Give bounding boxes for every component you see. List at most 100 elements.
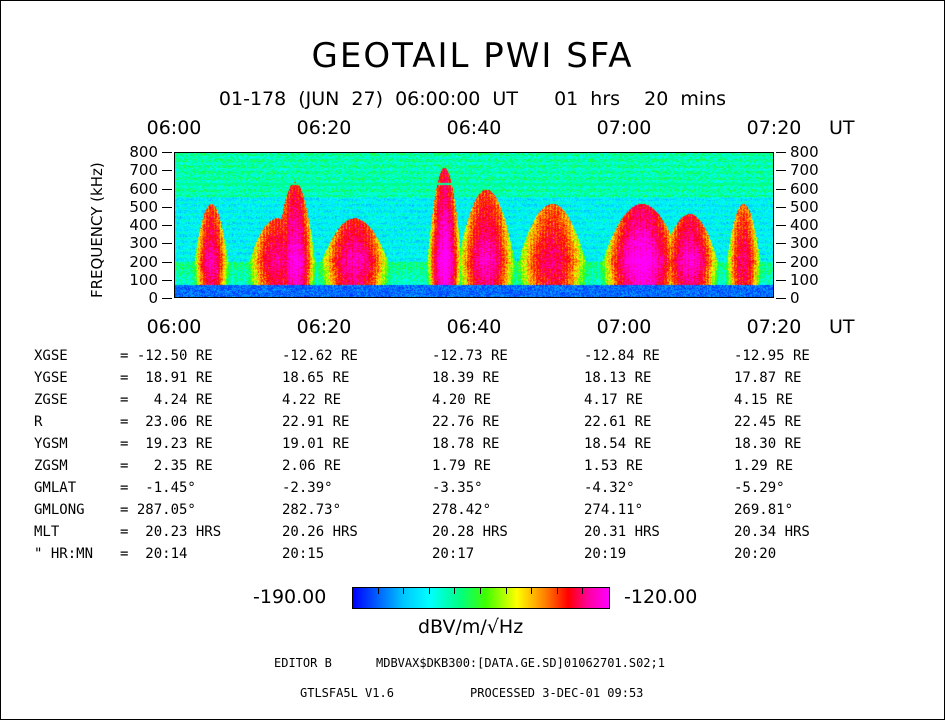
orbit-value-cell: 22.61 RE [584,414,652,430]
colorbar-tick-5 [480,587,481,594]
colorbar-tick-9 [582,587,584,594]
orbit-value-cell: 1.29 RE [734,458,794,474]
orbit-value-cell: -12.84 RE [584,348,660,364]
y-right-tick-4: 400 [790,216,819,234]
bottom-axis-tick-1: 06:20 [296,316,352,338]
top-axis-tick-4: 07:20 [746,117,802,139]
y-left-tick-3: 300 [129,234,158,253]
orbit-value-cell: = 2.35 RE [120,458,213,474]
colorbar-tick-1 [377,587,379,594]
y-left-tick-0: 0 [148,289,158,307]
orbit-value-cell: 22.91 RE [282,414,350,430]
y-left-tick-mark-8 [162,152,172,153]
y-left-tick-mark-6 [162,188,172,190]
y-right-tick-mark-0 [776,298,786,299]
orbit-row-label: XGSE [34,348,68,364]
orbit-value-cell: 20:15 [282,546,325,562]
orbit-value-cell: = 20.23 HRS [120,524,222,540]
orbit-value-cell: 2.06 RE [282,458,342,474]
y-left-tick-mark-4 [162,225,172,226]
orbit-value-cell: 4.17 RE [584,392,644,408]
orbit-value-cell: 18.13 RE [584,370,652,386]
y-left-tick-mark-7 [162,170,172,172]
orbit-value-cell: = 23.06 RE [120,414,213,430]
colorbar-unit: dBV/m/√Hz [418,616,524,638]
processed-date: PROCESSED 3-DEC-01 09:53 [470,686,644,700]
orbit-value-cell: 18.65 RE [282,370,350,386]
y-left-tick-mark-0 [162,298,172,299]
orbit-value-cell: -12.95 RE [734,348,810,364]
colorbar-tick-4 [454,587,456,594]
editor-label: EDITOR B [274,656,332,670]
orbit-value-cell: = -12.50 RE [120,348,213,364]
colorbar [352,587,610,609]
y-right-tick-mark-1 [776,279,786,281]
y-axis-label: FREQUENCY (kHz) [88,162,106,298]
orbit-value-cell: -5.29° [734,480,785,496]
orbit-value-cell: 4.22 RE [282,392,342,408]
orbit-value-cell: 20:20 [734,546,777,562]
colorbar-tick-2 [403,587,405,594]
y-right-tick-0: 0 [790,289,800,307]
orbit-value-cell: -12.73 RE [432,348,508,364]
orbit-value-cell: 20:19 [584,546,627,562]
bottom-axis-tick-4: 07:20 [746,316,802,338]
bottom-axis-unit-label: UT [829,316,855,338]
orbit-value-cell: 20.26 HRS [282,524,358,540]
orbit-value-cell: -3.35° [432,480,483,496]
y-right-tick-mark-7 [776,170,786,172]
top-axis-unit-label: UT [829,117,855,139]
orbit-value-cell: 17.87 RE [734,370,802,386]
top-axis-tick-1: 06:20 [296,117,352,139]
y-right-tick-3: 300 [790,234,819,253]
colorbar-min-label: -190.00 [253,586,327,608]
orbit-value-cell: 1.53 RE [584,458,644,474]
orbit-value-cell: 20:17 [432,546,475,562]
y-right-tick-6: 600 [790,179,819,198]
colorbar-tick-7 [531,587,533,594]
y-left-tick-mark-2 [162,261,172,263]
y-left-tick-8: 800 [129,143,158,161]
bottom-axis-tick-0: 06:00 [146,316,202,338]
orbit-value-cell: 22.45 RE [734,414,802,430]
software-version: GTLSFA5L V1.6 [300,686,394,700]
y-left-tick-2: 200 [129,252,158,271]
orbit-row-label: ZGSM [34,458,68,474]
y-right-tick-mark-4 [776,225,786,226]
y-right-tick-8: 800 [790,143,819,161]
orbit-row-label: ZGSE [34,392,68,408]
y-left-tick-5: 500 [129,197,158,216]
orbit-row-label: " HR:MN [34,546,94,562]
orbit-value-cell: 22.76 RE [432,414,500,430]
orbit-row-label: MLT [34,524,60,540]
orbit-value-cell: -4.32° [584,480,635,496]
orbit-value-cell: = 18.91 RE [120,370,213,386]
orbit-row-label: YGSM [34,436,68,452]
orbit-value-cell: 269.81° [734,502,794,518]
orbit-value-cell: -12.62 RE [282,348,358,364]
orbit-value-cell: 4.20 RE [432,392,492,408]
colorbar-max-label: -120.00 [624,586,698,608]
orbit-value-cell: -2.39° [282,480,333,496]
orbit-row-label: GMLONG [34,502,85,518]
orbit-value-cell: 18.30 RE [734,436,802,452]
orbit-row-label: R [34,414,43,430]
orbit-row-label: YGSE [34,370,68,386]
y-right-tick-mark-3 [776,243,786,245]
y-right-tick-1: 100 [790,270,819,289]
chart-title: GEOTAIL PWI SFA [311,36,634,76]
orbit-value-cell: 20.34 HRS [734,524,810,540]
orbit-value-cell: 19.01 RE [282,436,350,452]
y-left-tick-1: 100 [129,270,158,289]
y-right-tick-mark-2 [776,261,786,263]
orbit-value-cell: = 19.23 RE [120,436,213,452]
y-left-tick-6: 600 [129,179,158,198]
orbit-value-cell: = 4.24 RE [120,392,213,408]
y-left-tick-mark-5 [162,206,172,208]
y-right-tick-mark-5 [776,206,786,208]
top-axis-tick-3: 07:00 [596,117,652,139]
top-axis-tick-2: 06:40 [446,117,502,139]
top-axis-tick-0: 06:00 [146,117,202,139]
orbit-row-label: GMLAT [34,480,77,496]
orbit-value-cell: 18.39 RE [432,370,500,386]
